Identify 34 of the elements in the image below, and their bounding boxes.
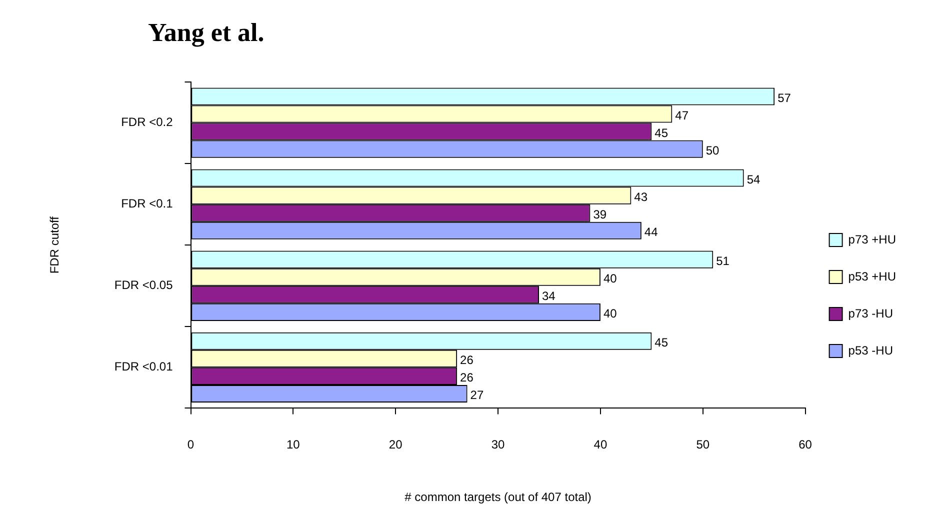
data-label: 26 bbox=[460, 370, 474, 385]
data-label: 45 bbox=[654, 335, 668, 350]
data-label: 44 bbox=[644, 224, 658, 239]
data-label: 54 bbox=[746, 172, 761, 186]
data-label: 51 bbox=[716, 254, 730, 268]
x-tick-label: 50 bbox=[696, 438, 710, 452]
y-tick-label: FDR <0.01 bbox=[114, 360, 174, 374]
x-tick-label: 40 bbox=[594, 438, 608, 452]
y-axis-title: FDR cutoff bbox=[48, 216, 62, 274]
data-label: 34 bbox=[542, 288, 556, 303]
y-tick-label: FDR <0.05 bbox=[114, 278, 174, 292]
y-tick-label: FDR <0.2 bbox=[121, 115, 174, 130]
data-label: 40 bbox=[603, 271, 618, 286]
data-label: 45 bbox=[654, 126, 668, 140]
data-label: 39 bbox=[593, 207, 607, 222]
x-tick-label: 60 bbox=[798, 438, 812, 452]
x-tick-label: 30 bbox=[491, 438, 506, 452]
x-tick-label: 10 bbox=[286, 438, 300, 452]
legend-label: p73 +HU bbox=[848, 232, 896, 246]
data-label: 40 bbox=[603, 306, 618, 320]
data-label: 43 bbox=[634, 190, 648, 204]
data-label: 47 bbox=[675, 108, 689, 122]
x-tick-label: 20 bbox=[388, 438, 403, 452]
legend-label: p73 -HU bbox=[848, 306, 893, 320]
x-axis-title: # common targets (out of 407 total) bbox=[404, 490, 592, 504]
legend-label: p53 -HU bbox=[848, 343, 893, 358]
data-label: 27 bbox=[470, 388, 484, 402]
data-label: 57 bbox=[778, 90, 792, 105]
y-tick-label: FDR <0.1 bbox=[121, 196, 174, 211]
legend-label: p53 +HU bbox=[848, 269, 896, 284]
data-label: 26 bbox=[460, 352, 474, 367]
data-label: 50 bbox=[706, 143, 720, 158]
chart-title: Yang et al. bbox=[148, 18, 264, 48]
x-tick-label: 0 bbox=[187, 438, 194, 452]
